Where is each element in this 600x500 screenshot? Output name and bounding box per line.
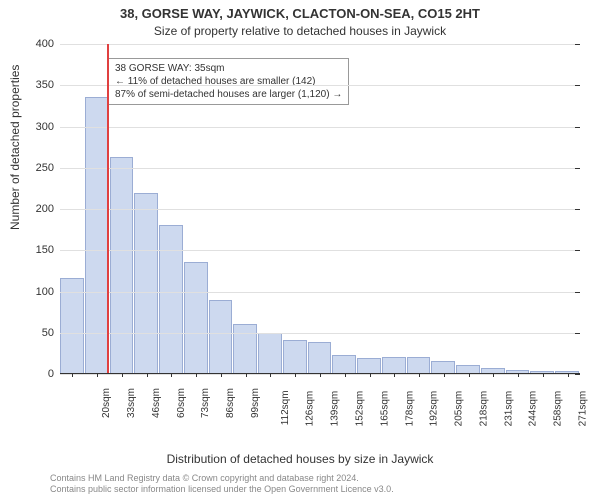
histogram-bar (332, 355, 356, 373)
gridline (60, 44, 580, 45)
x-tick-label: 46sqm (149, 388, 162, 418)
histogram-bar (233, 324, 257, 374)
histogram-bar (134, 193, 158, 373)
x-tick-mark (295, 373, 296, 377)
histogram-bar (456, 365, 480, 373)
x-tick-mark (221, 373, 222, 377)
y-tick-label: 350 (36, 79, 54, 91)
x-tick-label: 231sqm (501, 391, 514, 427)
x-tick-mark (469, 373, 470, 377)
x-tick-label: 126sqm (303, 391, 316, 427)
x-tick-label: 86sqm (223, 388, 236, 418)
x-tick-label: 178sqm (402, 391, 415, 427)
y-tick-mark (575, 333, 580, 334)
x-tick-mark (444, 373, 445, 377)
x-tick-mark (196, 373, 197, 377)
chart-title-address: 38, GORSE WAY, JAYWICK, CLACTON-ON-SEA, … (0, 6, 600, 21)
y-tick-mark (575, 85, 580, 86)
y-tick-mark (575, 374, 580, 375)
y-tick-label: 100 (36, 286, 54, 298)
histogram-bar (407, 357, 431, 374)
histogram-bar (357, 358, 381, 373)
y-tick-mark (575, 168, 580, 169)
y-tick-label: 200 (36, 203, 54, 215)
x-tick-label: 139sqm (328, 391, 341, 427)
x-tick-mark (345, 373, 346, 377)
plot-region: 38 GORSE WAY: 35sqm ← 11% of detached ho… (60, 44, 580, 414)
callout-box: 38 GORSE WAY: 35sqm ← 11% of detached ho… (108, 58, 349, 105)
y-tick-mark (575, 250, 580, 251)
property-marker-line (107, 44, 109, 373)
y-tick-label: 300 (36, 121, 54, 133)
x-tick-label: 271sqm (575, 391, 588, 427)
x-tick-mark (370, 373, 371, 377)
x-tick-mark (518, 373, 519, 377)
x-tick-label: 20sqm (99, 388, 112, 418)
callout-line: 38 GORSE WAY: 35sqm (115, 62, 342, 75)
y-tick-label: 0 (48, 368, 54, 380)
x-axis-label: Distribution of detached houses by size … (0, 452, 600, 466)
x-tick-mark (270, 373, 271, 377)
y-tick-mark (575, 44, 580, 45)
x-tick-mark (122, 373, 123, 377)
footnote-line: Contains public sector information licen… (50, 484, 590, 496)
x-tick-label: 73sqm (198, 388, 211, 418)
x-tick-label: 205sqm (452, 391, 465, 427)
x-tick-mark (493, 373, 494, 377)
y-tick-mark (575, 209, 580, 210)
x-tick-label: 112sqm (278, 390, 291, 425)
footnote: Contains HM Land Registry data © Crown c… (50, 473, 590, 496)
callout-line: 87% of semi-detached houses are larger (… (115, 88, 342, 101)
footnote-line: Contains HM Land Registry data © Crown c… (50, 473, 590, 485)
gridline (60, 333, 580, 334)
histogram-bar (308, 342, 332, 373)
x-tick-label: 99sqm (248, 388, 261, 418)
histogram-bar (258, 333, 282, 373)
x-tick-mark (394, 373, 395, 377)
x-tick-label: 244sqm (526, 391, 539, 427)
histogram-bar (184, 262, 208, 373)
x-tick-label: 165sqm (377, 391, 390, 427)
gridline (60, 127, 580, 128)
histogram-bar (85, 97, 109, 373)
y-axis-label: Number of detached properties (8, 65, 22, 230)
y-tick-label: 400 (36, 38, 54, 50)
x-tick-mark (419, 373, 420, 377)
histogram-chart: 38, GORSE WAY, JAYWICK, CLACTON-ON-SEA, … (0, 0, 600, 500)
histogram-bar (110, 157, 134, 373)
y-tick-label: 50 (42, 327, 54, 339)
x-tick-label: 258sqm (551, 391, 564, 427)
y-tick-mark (575, 127, 580, 128)
y-tick-label: 250 (36, 162, 54, 174)
x-tick-label: 192sqm (427, 391, 440, 427)
gridline (60, 250, 580, 251)
x-tick-label: 33sqm (124, 388, 137, 418)
x-tick-mark (72, 373, 73, 377)
histogram-bar (283, 340, 307, 373)
x-tick-label: 60sqm (174, 388, 187, 418)
x-tick-label: 218sqm (476, 391, 489, 427)
x-tick-mark (246, 373, 247, 377)
x-tick-mark (171, 373, 172, 377)
histogram-bar (159, 225, 183, 374)
x-tick-mark (568, 373, 569, 377)
gridline (60, 168, 580, 169)
y-tick-label: 150 (36, 244, 54, 256)
y-tick-mark (575, 292, 580, 293)
histogram-bar (209, 300, 233, 373)
histogram-bar (431, 361, 455, 373)
plot-area: 38 GORSE WAY: 35sqm ← 11% of detached ho… (60, 44, 580, 374)
x-tick-mark (320, 373, 321, 377)
gridline (60, 209, 580, 210)
chart-subtitle: Size of property relative to detached ho… (0, 24, 600, 38)
gridline (60, 85, 580, 86)
x-tick-label: 152sqm (353, 391, 366, 427)
x-tick-mark (97, 373, 98, 377)
x-tick-mark (147, 373, 148, 377)
histogram-bar (382, 357, 406, 374)
gridline (60, 292, 580, 293)
x-tick-mark (543, 373, 544, 377)
